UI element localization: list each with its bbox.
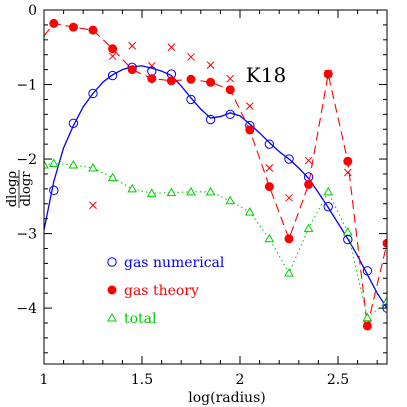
marker-total: [107, 172, 118, 182]
y-tick-label: −2: [16, 152, 37, 168]
marker-gas-theory: [362, 321, 372, 331]
x-axis-label: log(radius): [188, 390, 265, 406]
marker-total: [382, 296, 387, 305]
series-line-gas-numerical: [44, 65, 387, 309]
chart-title: K18: [246, 63, 286, 87]
legend-item-gas-numerical: gas numerical: [107, 255, 225, 271]
marker-theory-cross: [304, 156, 313, 165]
marker-total: [186, 186, 196, 196]
y-tick-label: −4: [16, 301, 37, 317]
marker-gas-numerical: [186, 94, 196, 105]
y-axis-label-numerator: dlogρ: [5, 171, 20, 207]
legend-marker-open-triangle: [107, 312, 117, 322]
x-tick-label: 1.5: [131, 372, 153, 388]
marker-gas-numerical: [343, 234, 353, 245]
marker-theory-cross: [108, 52, 117, 61]
marker-theory-cross: [285, 193, 293, 202]
marker-gas-theory: [284, 234, 294, 244]
series-line-gas-theory: [44, 22, 387, 327]
marker-gas-numerical: [49, 185, 59, 196]
marker-total: [264, 233, 275, 243]
x-tick-label: 1: [40, 372, 49, 388]
marker-total: [146, 188, 157, 197]
marker-theory-cross: [245, 102, 254, 110]
marker-gas-theory: [88, 25, 98, 35]
marker-gas-numerical: [88, 88, 98, 99]
legend-label-gas-numerical: gas numerical: [124, 255, 225, 271]
y-tick-label: −1: [16, 78, 37, 94]
series-line-total: [44, 162, 387, 319]
plot-frame: [43, 9, 388, 365]
marker-gas-theory: [206, 77, 216, 87]
marker-gas-numerical: [264, 139, 275, 149]
legend-marker-filled-circle: [107, 285, 117, 295]
marker-gas-theory: [304, 179, 314, 189]
marker-theory-cross: [128, 41, 137, 50]
legend: gas numerical gas theory total: [107, 255, 225, 327]
series-layer: [44, 18, 387, 331]
x-tick-label: 2.5: [327, 372, 349, 388]
legend-label-total: total: [124, 311, 157, 327]
marker-gas-theory: [166, 76, 176, 86]
y-axis-label: dlogρ dlogr: [5, 170, 34, 208]
marker-gas-theory: [108, 44, 118, 54]
marker-total: [342, 227, 353, 236]
marker-gas-numerical: [68, 118, 79, 128]
marker-total: [88, 162, 98, 172]
marker-gas-theory: [343, 156, 353, 166]
marker-gas-theory: [323, 69, 333, 79]
marker-total: [48, 158, 59, 168]
marker-total: [284, 268, 294, 277]
marker-theory-cross: [226, 74, 235, 83]
marker-total: [205, 186, 216, 196]
marker-gas-theory: [382, 238, 387, 248]
legend-label-gas-theory: gas theory: [124, 283, 199, 299]
marker-theory-cross: [265, 164, 274, 172]
marker-gas-theory: [245, 125, 255, 135]
marker-total: [303, 223, 314, 232]
marker-gas-numerical: [362, 266, 373, 276]
marker-gas-numerical: [303, 172, 314, 182]
legend-marker-open-circle: [107, 257, 117, 267]
marker-theory-cross: [167, 43, 176, 52]
series-clip-group: [44, 18, 387, 331]
marker-gas-numerical: [107, 70, 118, 81]
marker-gas-theory: [264, 182, 274, 192]
axes-layer: 1 1.5 2 2.5 0 −1 −2 −3 −4: [16, 3, 387, 388]
marker-theory-cross: [89, 201, 97, 210]
marker-gas-numerical: [205, 114, 216, 125]
x-tick-label: 2: [236, 372, 245, 388]
marker-theory-cross: [147, 62, 156, 70]
marker-total: [362, 312, 373, 322]
marker-total: [127, 183, 138, 193]
marker-gas-theory: [225, 85, 235, 95]
marker-total: [44, 160, 49, 169]
legend-item-total: total: [107, 311, 157, 327]
marker-gas-numerical: [284, 154, 294, 164]
marker-total: [323, 186, 334, 196]
legend-item-gas-theory: gas theory: [107, 283, 199, 299]
marker-theory-cross: [187, 53, 195, 61]
marker-gas-theory: [127, 65, 137, 75]
marker-theory-cross: [343, 168, 352, 177]
y-tick-label: −3: [16, 227, 37, 243]
marker-total: [244, 206, 255, 216]
y-tick-label: 0: [28, 3, 37, 19]
marker-gas-numerical: [323, 202, 333, 212]
marker-theory-cross: [206, 61, 215, 70]
marker-total: [68, 160, 79, 169]
marker-total: [166, 187, 177, 197]
marker-gas-theory: [147, 74, 157, 84]
marker-gas-numerical: [225, 109, 235, 120]
marker-gas-theory: [49, 18, 59, 28]
y-axis-label-denominator: dlogr: [19, 171, 34, 207]
marker-gas-theory: [186, 74, 196, 84]
marker-total: [225, 195, 236, 205]
marker-gas-theory: [68, 22, 78, 32]
